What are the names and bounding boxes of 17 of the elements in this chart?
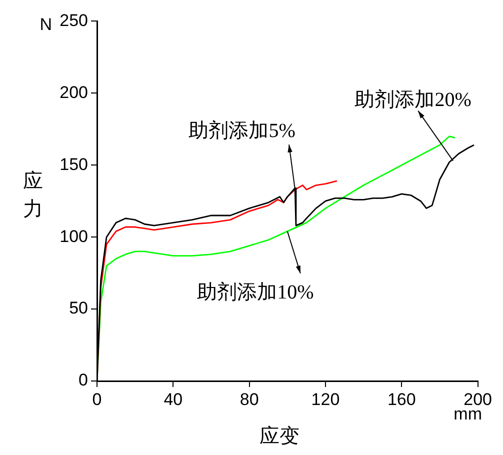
y-axis-title: 应力 [23,170,43,220]
y-tick-label: 250 [60,10,88,30]
x-tick-label: 120 [311,390,340,409]
annotation: 助剂添加5% [188,120,296,142]
y-tick-label: 200 [60,82,88,102]
annotation: 助剂添加10% [197,282,314,304]
y-tick-label: 0 [78,370,88,390]
y-tick-label: 100 [60,226,88,246]
y-tick-label: 50 [69,298,88,318]
x-tick-label: 40 [164,390,183,409]
x-tick-label: 0 [92,390,102,409]
x-tick-label: 80 [240,390,259,409]
text: N [40,14,52,34]
y-tick-label: 150 [60,154,88,174]
x-axis-title: 应变 [259,425,300,448]
x-tick-label: 160 [387,390,416,409]
annotation: 助剂添加20% [354,89,472,112]
